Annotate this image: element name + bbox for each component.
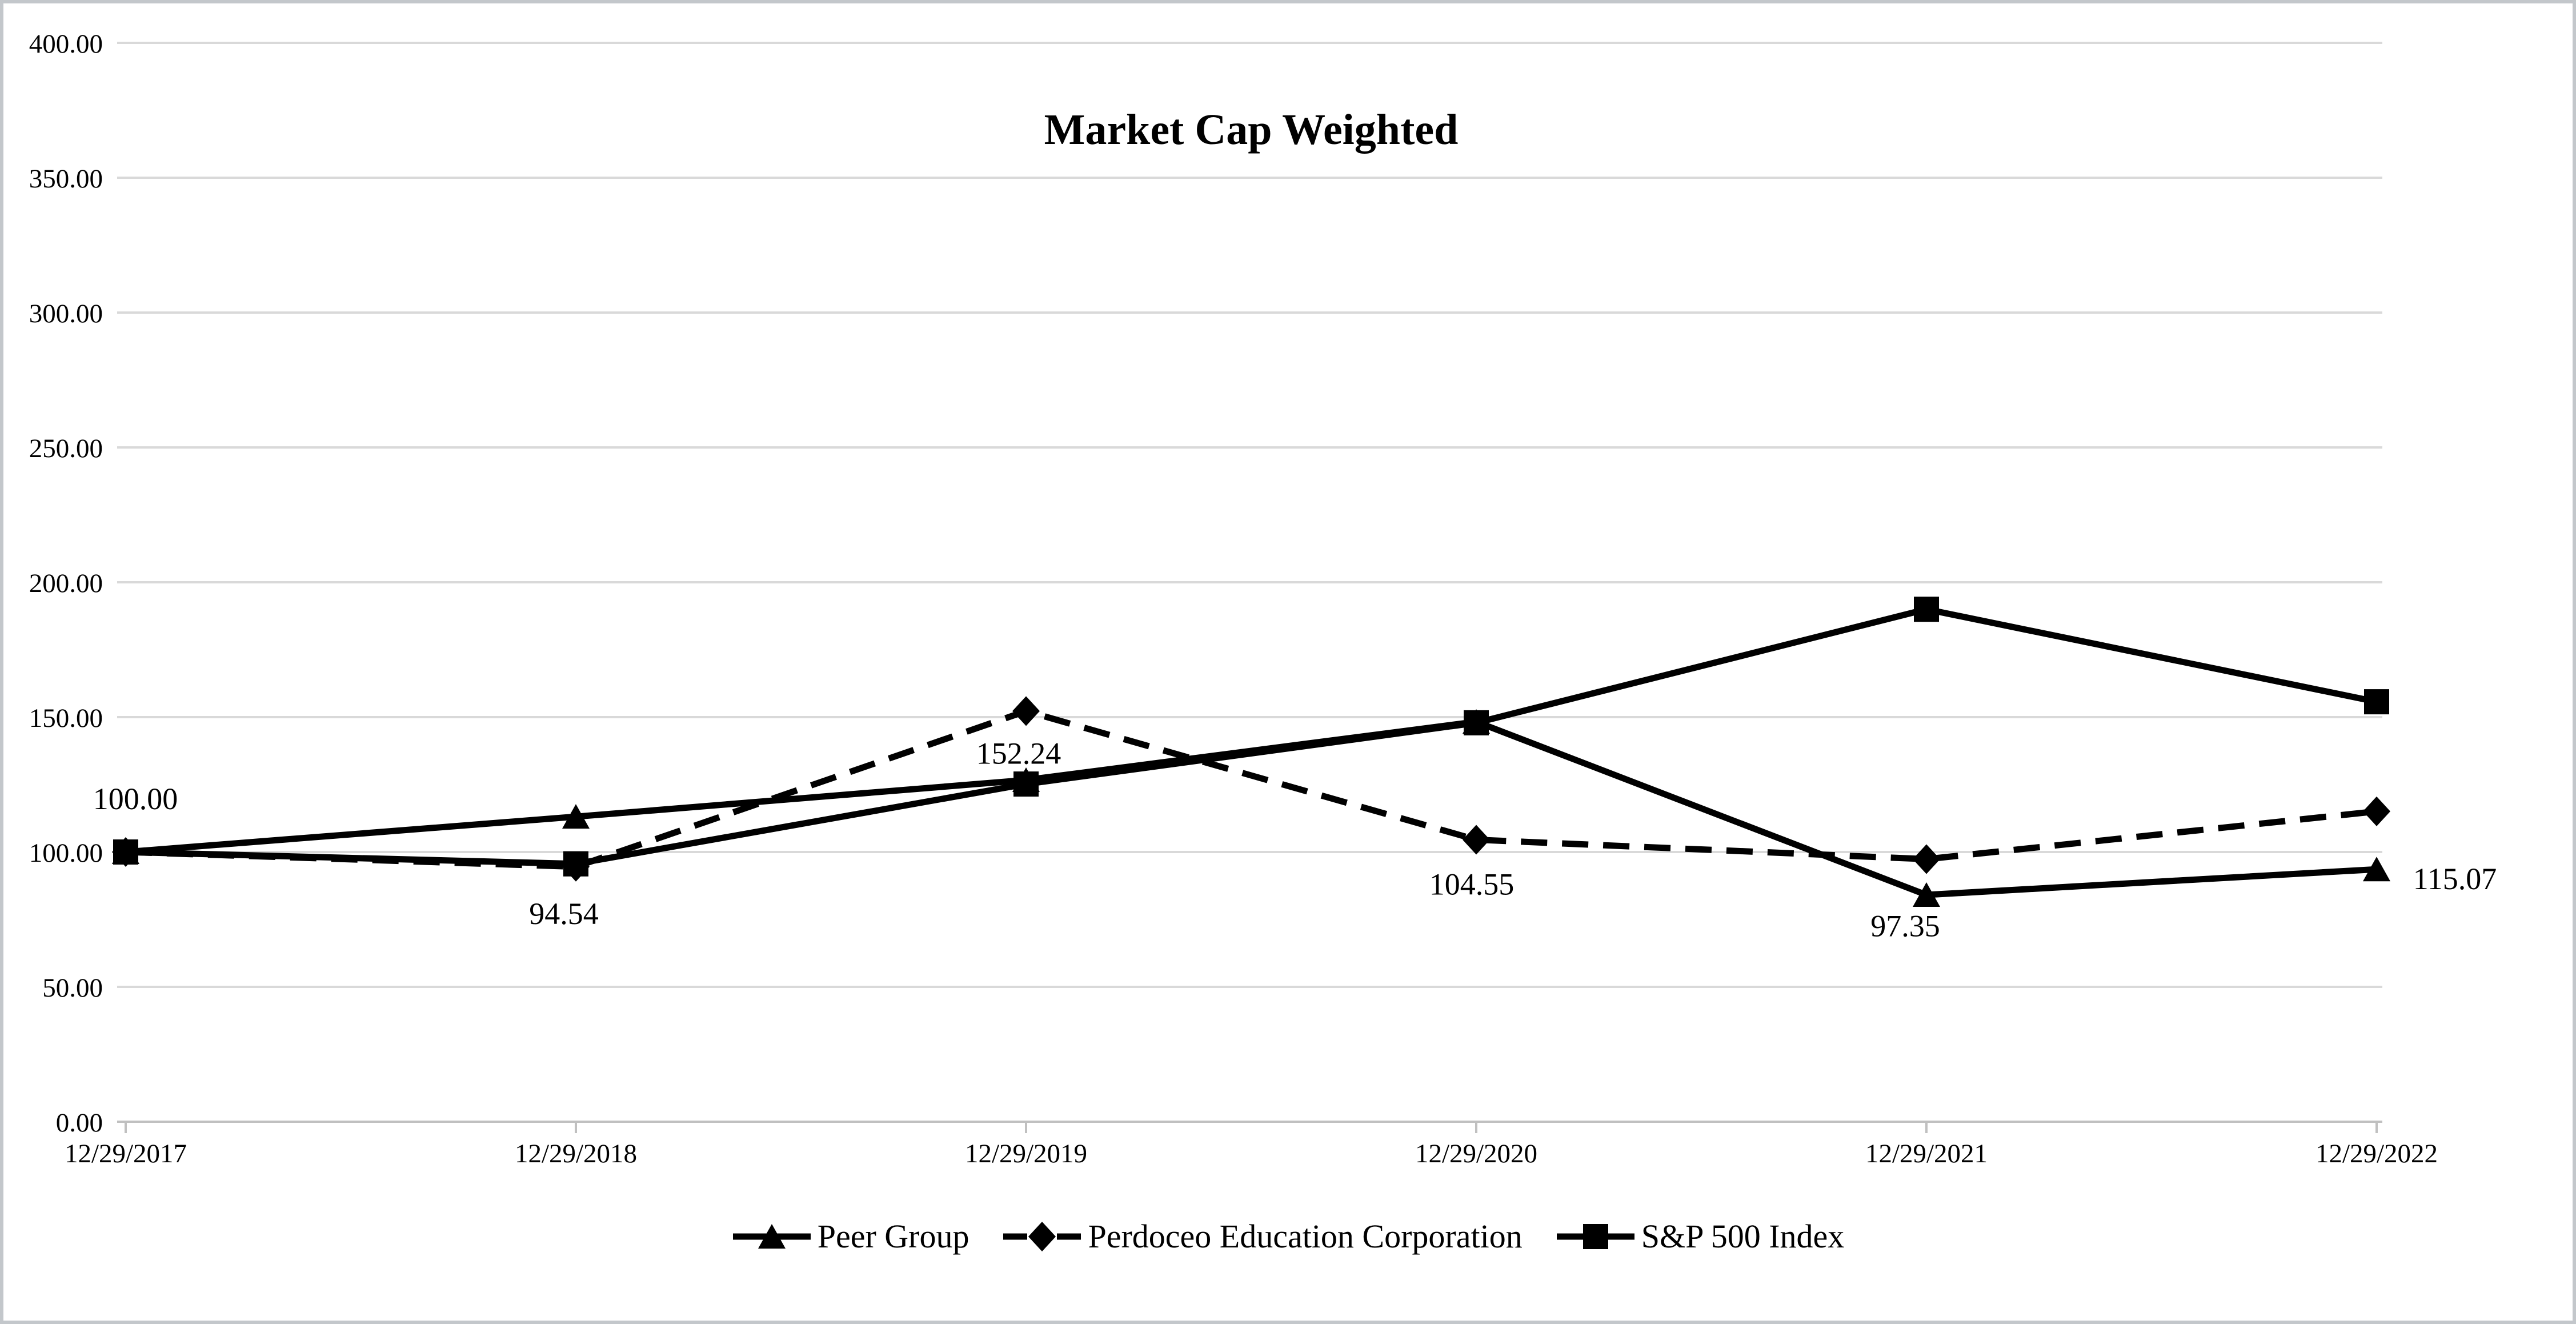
y-axis-tick-label: 50.00 (42, 973, 103, 1003)
legend-sample-diamond (1003, 1221, 1081, 1251)
triangle-marker-icon (1913, 882, 1940, 907)
data-point-labels: 100.00 94.54 152.24 104.55 97.35 115.07 (93, 736, 2497, 943)
diamond-marker-icon (2363, 796, 2390, 826)
y-axis-tick-labels: 0.00 50.00 100.00 150.00 200.00 250.00 300.00 3… (29, 29, 103, 1138)
diamond-marker-icon (1028, 1221, 1056, 1251)
legend-label: Peer Group (817, 1218, 969, 1255)
legend-item-peer-group: Peer Group (732, 1217, 969, 1255)
square-marker-icon (563, 851, 588, 877)
x-axis-tick-label: 12/29/2018 (515, 1139, 637, 1169)
x-axis-tick-label: 12/29/2017 (65, 1139, 187, 1169)
legend: Peer Group Perdoceo Education Corporation… (0, 1217, 2576, 1255)
x-axis-tick-label: 12/29/2022 (2315, 1139, 2438, 1169)
legend-sample-square (1556, 1223, 1634, 1249)
y-axis-tick-label: 400.00 (29, 29, 103, 59)
data-label: 115.07 (2413, 862, 2497, 896)
triangle-marker-icon (2363, 857, 2390, 882)
x-axis-tick-label: 12/29/2021 (1865, 1139, 1988, 1169)
square-marker-icon (113, 839, 138, 865)
series-peer-group (112, 709, 2390, 907)
x-axis (125, 1122, 2378, 1133)
square-marker-icon (1464, 710, 1489, 735)
legend-label: Perdoceo Education Corporation (1088, 1218, 1523, 1255)
x-axis-tick-label: 12/29/2019 (965, 1139, 1087, 1169)
chart-title: Market Cap Weighted (1044, 106, 1459, 154)
y-axis-tick-label: 0.00 (56, 1108, 103, 1138)
y-axis-tick-label: 200.00 (29, 569, 103, 598)
data-label: 152.24 (976, 736, 1061, 770)
diamond-marker-icon (1012, 696, 1040, 726)
data-series (112, 597, 2390, 907)
legend-item-perdoceo-education-corporation: Perdoceo Education Corporation (1002, 1217, 1523, 1255)
y-axis-tick-label: 100.00 (29, 838, 103, 868)
data-label: 104.55 (1429, 867, 1515, 902)
triangle-marker-icon (758, 1223, 786, 1249)
y-axis-tick-label: 250.00 (29, 434, 103, 463)
data-label: 97.35 (1870, 909, 1940, 943)
y-axis-tick-label: 350.00 (29, 164, 103, 194)
legend-label: S&P 500 Index (1641, 1218, 1845, 1255)
diamond-marker-icon (1463, 825, 1490, 855)
legend-item-s-p-500-index: S&P 500 Index (1556, 1217, 1845, 1255)
series-line (125, 718, 2377, 898)
square-marker-icon (2364, 689, 2389, 715)
series-perdoceo-education-corporation (112, 696, 2390, 882)
legend-sample-triangle (732, 1223, 811, 1249)
data-label: 100.00 (93, 782, 178, 816)
square-marker-icon (1013, 771, 1039, 797)
series-line (125, 606, 2378, 867)
y-axis-tick-label: 300.00 (29, 299, 103, 329)
series-line (125, 707, 2377, 870)
gridlines (117, 42, 2382, 1123)
x-axis-tick-label: 12/29/2020 (1415, 1139, 1537, 1169)
series-s-p-500-index (113, 597, 2389, 877)
x-axis-tick-labels: 12/29/2017 12/29/2018 12/29/2019 12/29/2020… (65, 1139, 2438, 1169)
square-marker-icon (1583, 1223, 1608, 1249)
y-axis-tick-label: 150.00 (29, 703, 103, 733)
data-label: 94.54 (529, 897, 599, 931)
diamond-marker-icon (1913, 844, 1940, 874)
triangle-marker-icon (562, 804, 590, 829)
square-marker-icon (1914, 597, 1939, 622)
